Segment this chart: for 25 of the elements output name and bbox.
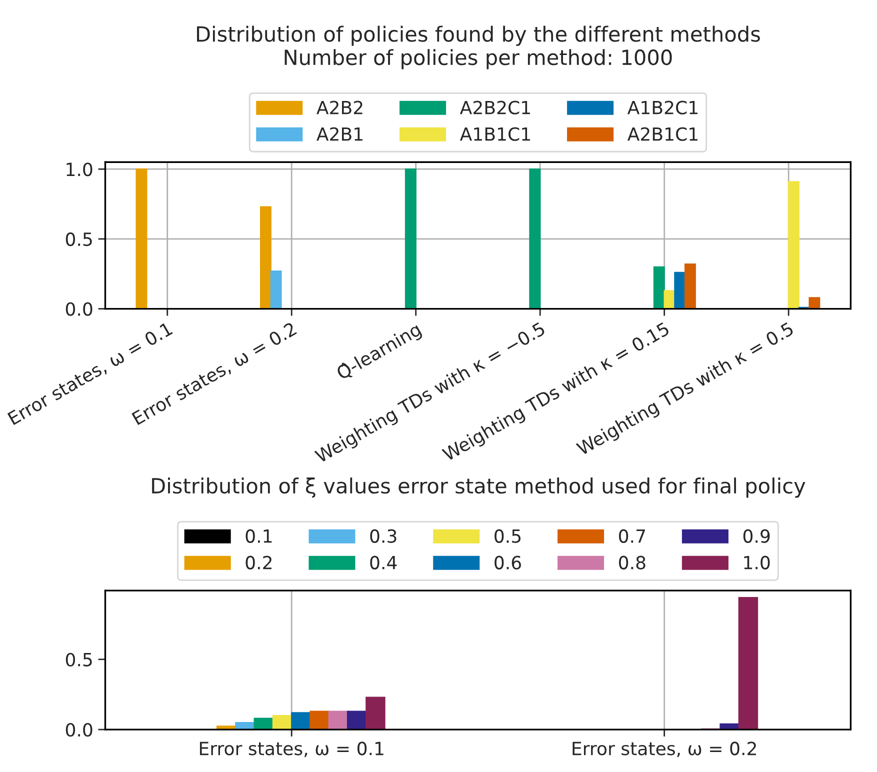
chart-title: Distribution of ξ values error state method used for final policy [152,478,806,498]
y-tick-label: 0.0 [66,723,92,737]
legend-label: 0.4 [370,556,397,570]
legend-label: 1.0 [744,556,770,570]
chart-title: Distribution of policies found by the different methods Number of policies per method: 1000 [197,26,760,70]
legend-label: A2B2 [316,100,362,114]
legend-label: A1B1C1 [460,127,530,141]
legend-label: 0.7 [619,529,645,543]
legend-label: 0.3 [370,529,396,543]
y-tick-label: 0.5 [66,232,92,246]
legend-label: A2B1 [316,127,362,141]
legend-label: A2B1C1 [627,127,698,141]
x-tick-label: Error states, ω = 0.2 [572,742,756,758]
legend-label: 0.6 [494,556,521,570]
legend-label: 0.5 [494,529,521,543]
y-tick-label: 0.0 [66,302,92,316]
legend-label: 0.1 [246,529,272,543]
y-tick-label: 0.5 [66,652,92,666]
y-tick-label: 1.0 [66,162,92,176]
legend-label: 0.2 [246,556,272,570]
x-tick-label: Error states, ω = 0.1 [200,742,384,758]
legend-label: A2B2C1 [460,100,530,114]
legend-label: 0.9 [743,529,770,543]
legend-label: A1B2C1 [627,100,698,114]
legend-label: 0.8 [619,556,646,570]
